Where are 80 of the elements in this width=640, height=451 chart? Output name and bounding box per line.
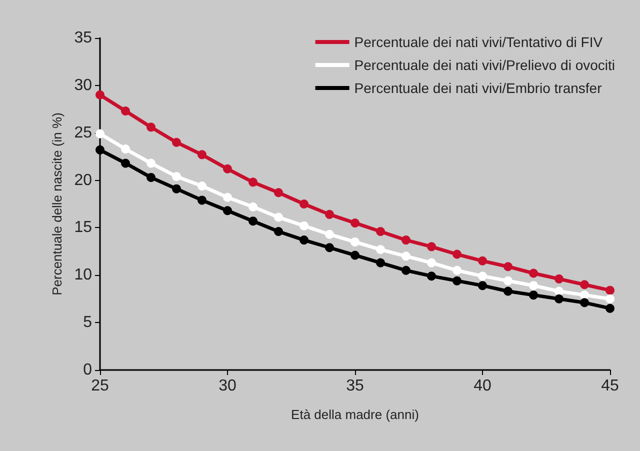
point xyxy=(529,268,538,278)
point xyxy=(504,286,512,296)
point xyxy=(580,298,589,308)
point xyxy=(248,178,258,187)
point xyxy=(300,200,308,208)
point xyxy=(350,218,360,228)
point xyxy=(96,90,104,100)
point xyxy=(146,158,156,168)
point xyxy=(96,129,104,138)
point xyxy=(504,262,512,272)
point xyxy=(452,266,462,275)
point xyxy=(580,280,589,290)
y-tick-label: 5 xyxy=(83,314,92,332)
point xyxy=(452,276,462,286)
point xyxy=(350,237,360,246)
y-axis-title: Percentuale delle nascite (in %) xyxy=(49,112,64,296)
point xyxy=(529,281,538,290)
point xyxy=(325,210,334,219)
point xyxy=(248,216,258,226)
point xyxy=(198,196,206,205)
point xyxy=(300,236,308,245)
point xyxy=(580,290,589,300)
point xyxy=(376,245,385,254)
point xyxy=(504,276,512,286)
y-tick-label: 35 xyxy=(74,30,92,46)
legend-label: Percentuale dei nati vivi/Embrio transfer xyxy=(354,80,602,96)
point xyxy=(478,256,487,266)
point xyxy=(172,184,181,194)
point xyxy=(223,192,232,202)
legend-label: Percentuale dei nati vivi/Tentativo di FIV xyxy=(354,34,604,50)
x-tick-label: 35 xyxy=(346,378,364,394)
x-tick-label: 40 xyxy=(474,378,492,394)
point xyxy=(427,258,436,268)
point xyxy=(478,272,487,281)
point xyxy=(274,188,283,198)
point xyxy=(121,106,130,116)
point xyxy=(554,294,564,304)
point xyxy=(427,272,436,281)
point xyxy=(325,230,334,239)
point xyxy=(96,145,104,154)
point xyxy=(554,286,564,296)
point xyxy=(606,304,614,313)
point xyxy=(172,172,181,181)
point xyxy=(300,221,308,230)
point xyxy=(402,236,410,245)
y-tick-label: 30 xyxy=(74,76,92,94)
x-tick-label: 45 xyxy=(601,378,619,394)
point xyxy=(223,164,232,174)
point xyxy=(223,206,232,216)
point xyxy=(402,266,410,275)
point xyxy=(376,258,385,268)
point xyxy=(452,250,462,259)
point xyxy=(325,243,334,252)
x-tick-label: 30 xyxy=(218,378,236,394)
point xyxy=(198,181,206,190)
point xyxy=(478,281,487,290)
point xyxy=(376,227,385,236)
y-tick-label: 10 xyxy=(74,266,92,284)
point xyxy=(274,227,283,236)
point xyxy=(198,150,206,160)
legend-label: Percentuale dei nati vivi/Prelievo di ovociti xyxy=(354,57,616,73)
point xyxy=(529,290,538,300)
point xyxy=(606,294,614,304)
point xyxy=(402,252,410,261)
point xyxy=(554,274,564,284)
x-axis-title: Età della madre (anni) xyxy=(291,407,419,422)
y-tick-label: 20 xyxy=(74,172,92,189)
point xyxy=(146,172,156,182)
point xyxy=(172,138,181,147)
y-tick-label: 0 xyxy=(83,362,92,378)
point xyxy=(121,158,130,168)
point xyxy=(121,144,130,154)
point xyxy=(274,212,283,222)
point xyxy=(248,202,258,212)
point xyxy=(350,250,360,260)
point xyxy=(146,122,156,132)
y-tick-label: 15 xyxy=(74,219,92,236)
point xyxy=(427,242,436,252)
y-tick-label: 25 xyxy=(74,124,92,142)
point xyxy=(606,286,614,295)
